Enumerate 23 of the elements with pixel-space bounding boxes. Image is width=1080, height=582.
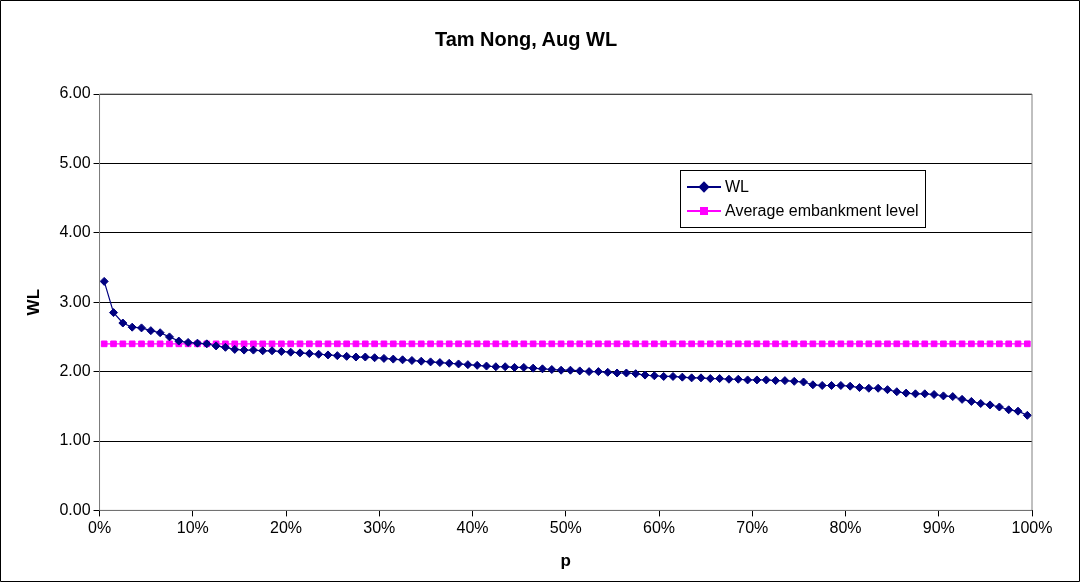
x-tick-label: 80% — [829, 519, 862, 537]
legend-label: Average embankment level — [725, 202, 919, 220]
y-tick-label: 2.00 — [59, 362, 91, 380]
legend-label: WL — [725, 178, 749, 196]
x-tick-label: 10% — [176, 519, 209, 537]
y-tick-label: 0.00 — [59, 500, 91, 518]
x-tick-label: 20% — [270, 519, 303, 537]
x-axis-title: p — [560, 551, 571, 571]
chart-title: Tam Nong, Aug WL — [434, 27, 618, 50]
x-tick-label: 100% — [1011, 519, 1053, 537]
x-tick-label: 30% — [363, 519, 396, 537]
x-tick-label: 50% — [549, 519, 582, 537]
y-tick-label: 4.00 — [59, 223, 91, 241]
y-tick-label: 6.00 — [59, 84, 91, 102]
y-tick-label: 3.00 — [59, 292, 91, 310]
x-tick-label: 90% — [922, 519, 955, 537]
x-tick-label: 60% — [643, 519, 676, 537]
x-tick-label: 70% — [736, 519, 769, 537]
y-axis-title: WL — [23, 288, 43, 316]
y-tick-label: 1.00 — [59, 431, 91, 449]
x-tick-label: 0% — [87, 519, 112, 537]
y-tick-label: 5.00 — [59, 153, 91, 171]
x-tick-label: 40% — [456, 519, 489, 537]
